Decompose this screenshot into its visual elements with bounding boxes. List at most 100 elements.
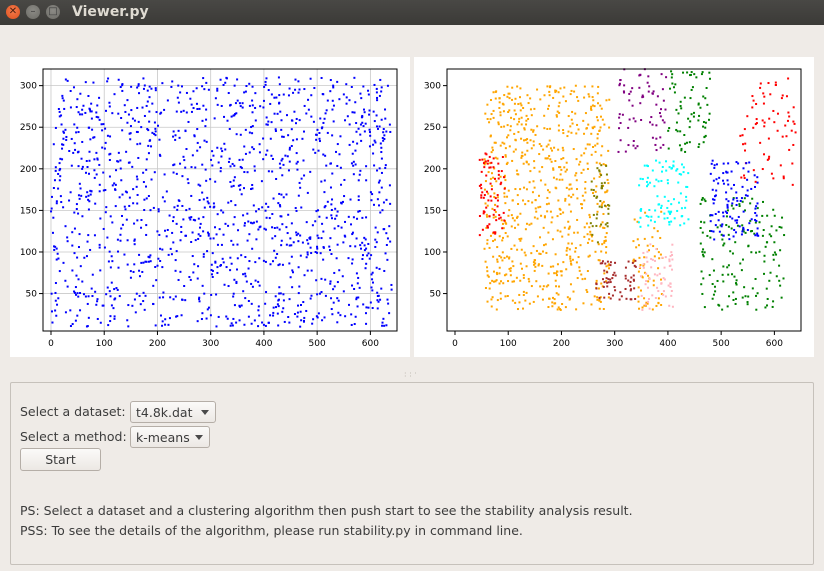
scatter-point	[495, 308, 498, 311]
scatter-point	[356, 142, 359, 145]
scatter-point	[295, 162, 298, 165]
scatter-point	[556, 308, 559, 311]
scatter-point	[531, 201, 534, 204]
scatter-point	[351, 258, 354, 261]
scatter-point	[359, 123, 362, 126]
scatter-point	[322, 93, 325, 96]
scatter-point	[560, 270, 563, 273]
start-button[interactable]: Start	[20, 448, 101, 471]
scatter-point	[721, 308, 724, 311]
scatter-point	[190, 166, 193, 169]
scatter-point	[383, 324, 386, 327]
scatter-point	[663, 195, 666, 198]
scatter-point	[747, 170, 750, 173]
scatter-point	[750, 230, 753, 233]
scatter-point	[274, 235, 277, 238]
scatter-point	[180, 110, 183, 113]
scatter-point	[185, 234, 188, 237]
scatter-point	[238, 158, 241, 161]
scatter-point	[722, 162, 725, 165]
scatter-point	[388, 123, 391, 126]
scatter-point	[352, 164, 355, 167]
scatter-point	[665, 160, 668, 163]
scatter-point	[250, 322, 253, 325]
scatter-point	[713, 166, 716, 169]
scatter-point	[706, 234, 709, 237]
scatter-point	[132, 270, 135, 273]
scatter-point	[643, 164, 646, 167]
scatter-point	[271, 213, 274, 216]
scatter-point	[504, 147, 507, 150]
scatter-point	[267, 205, 270, 208]
scatter-point	[270, 121, 273, 124]
splitter-handle[interactable]: · · · · ·	[404, 369, 417, 381]
scatter-point	[575, 179, 578, 182]
maximize-icon[interactable]: □	[46, 5, 60, 19]
scatter-point	[624, 287, 627, 290]
scatter-point	[242, 290, 245, 293]
scatter-point	[645, 214, 648, 217]
scatter-point	[726, 203, 729, 206]
scatter-point	[674, 83, 677, 86]
scatter-point	[557, 105, 560, 108]
scatter-point	[565, 161, 568, 164]
scatter-point	[297, 194, 300, 197]
minimize-icon[interactable]: –	[26, 5, 40, 19]
scatter-point	[276, 112, 279, 115]
scatter-point	[242, 187, 245, 190]
scatter-point	[332, 86, 335, 89]
dataset-select[interactable]: t4.8k.dat	[130, 401, 216, 423]
scatter-point	[388, 184, 391, 187]
scatter-point	[516, 215, 519, 218]
scatter-point	[542, 226, 545, 229]
scatter-point	[761, 214, 764, 217]
x-tick-label: 200	[553, 339, 570, 349]
scatter-point	[206, 231, 209, 234]
scatter-point	[567, 194, 570, 197]
scatter-point	[519, 102, 522, 105]
scatter-point	[50, 207, 53, 210]
scatter-point	[91, 273, 94, 276]
scatter-point	[305, 256, 308, 259]
scatter-point	[601, 221, 604, 224]
scatter-point	[508, 97, 511, 100]
scatter-point	[637, 221, 640, 224]
scatter-point	[168, 317, 171, 320]
scatter-point	[283, 320, 286, 323]
scatter-point	[263, 85, 266, 88]
scatter-point	[175, 315, 178, 318]
scatter-point	[595, 279, 598, 282]
scatter-point	[770, 225, 773, 228]
scatter-point	[606, 285, 609, 288]
scatter-point	[588, 95, 591, 98]
scatter-point	[523, 251, 526, 254]
scatter-point	[586, 290, 589, 293]
scatter-point	[233, 164, 236, 167]
scatter-point	[780, 296, 783, 299]
scatter-point	[114, 183, 117, 186]
scatter-point	[73, 123, 76, 126]
scatter-point	[107, 324, 110, 327]
scatter-point	[523, 128, 526, 131]
scatter-point	[514, 226, 517, 229]
window-title: Viewer.py	[72, 4, 149, 20]
scatter-point	[378, 267, 381, 270]
scatter-point	[337, 299, 340, 302]
scatter-point	[496, 246, 499, 249]
scatter-point	[184, 166, 187, 169]
scatter-point	[112, 307, 115, 310]
close-icon[interactable]: ✕	[6, 5, 20, 19]
scatter-point	[670, 203, 673, 206]
scatter-point	[264, 260, 267, 263]
scatter-point	[486, 274, 489, 277]
scatter-point	[156, 230, 159, 233]
scatter-point	[669, 282, 672, 285]
method-select[interactable]: k-means	[130, 426, 210, 448]
scatter-point	[546, 210, 549, 213]
scatter-point	[376, 291, 379, 294]
scatter-point	[513, 219, 516, 222]
scatter-point	[109, 320, 112, 323]
scatter-point	[659, 115, 662, 118]
scatter-point	[514, 113, 517, 116]
scatter-point	[232, 243, 235, 246]
